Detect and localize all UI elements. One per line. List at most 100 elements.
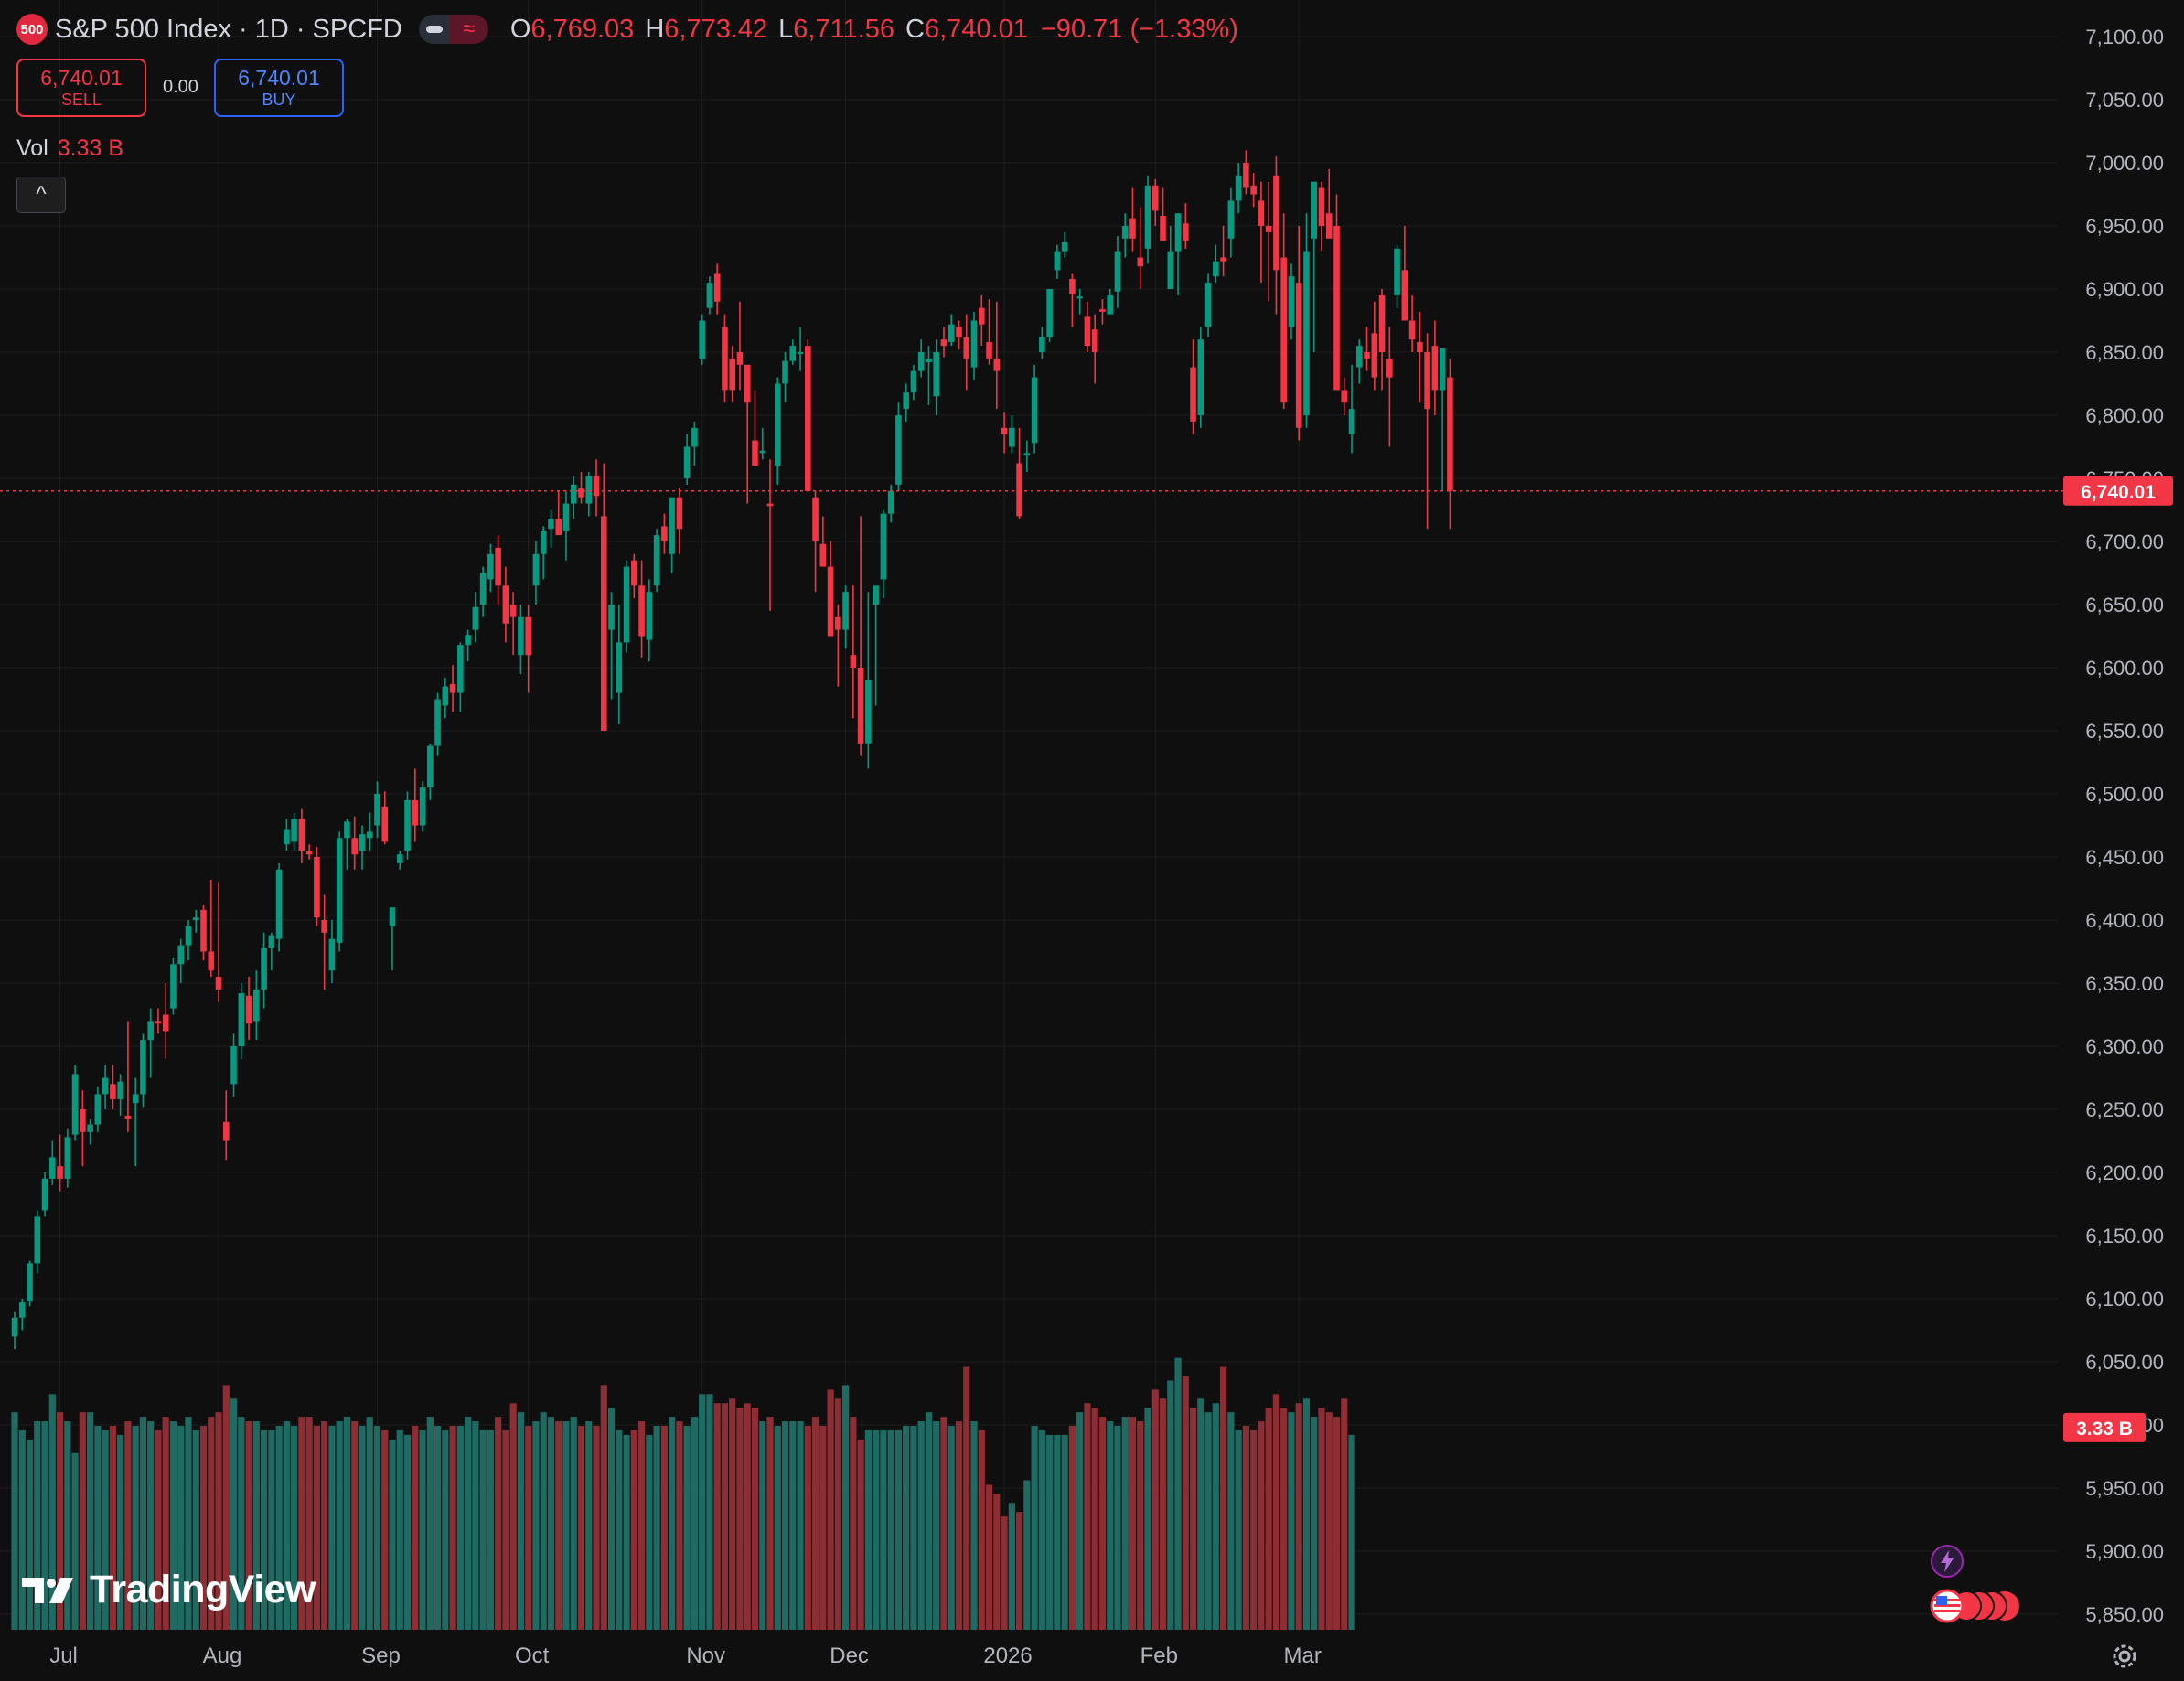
volume-bar — [26, 1439, 34, 1630]
buy-button[interactable]: 6,740.01 BUY — [214, 59, 344, 117]
candle-body — [857, 668, 864, 744]
candle — [1447, 358, 1453, 530]
candle-body — [49, 1157, 56, 1179]
candle-body — [502, 585, 509, 624]
volume-bar — [147, 1421, 155, 1630]
volume-bar — [562, 1421, 570, 1630]
candle — [1333, 194, 1340, 391]
candle — [713, 263, 721, 315]
price-axis[interactable]: 7,100.00 7,050.00 7,000.00 6,950.00 6,900.00… — [2085, 26, 2164, 1626]
candle-body — [1355, 346, 1363, 368]
volume-bar — [215, 1412, 222, 1630]
candle-body — [1303, 251, 1310, 415]
candle-body — [487, 553, 494, 580]
wave-icon[interactable]: ≈ — [449, 15, 488, 44]
volume-bar — [192, 1429, 199, 1630]
price-tick-label: 6,650.00 — [2085, 594, 2164, 616]
volume-bar — [162, 1417, 169, 1630]
candle — [41, 1172, 48, 1217]
candle-body — [427, 745, 434, 788]
vertical-gridlines — [59, 0, 1300, 1630]
candle — [683, 434, 691, 485]
candle-body — [284, 829, 290, 845]
volume-bar — [94, 1426, 102, 1630]
volume-bar — [585, 1421, 593, 1630]
volume-bar — [774, 1426, 781, 1630]
collapse-legend-button[interactable]: ^ — [16, 177, 66, 213]
sell-button[interactable]: 6,740.01 SELL — [16, 59, 146, 117]
candle — [895, 402, 902, 491]
candle-body — [1318, 187, 1325, 226]
candle — [1174, 213, 1182, 295]
candle-body — [903, 392, 909, 410]
volume-bar — [11, 1412, 18, 1630]
volume-bar — [1311, 1417, 1318, 1630]
volume-bar — [1151, 1389, 1159, 1630]
candle-body — [185, 926, 192, 946]
candle-body — [850, 655, 857, 668]
volume-legend[interactable]: Vol 3.33 B — [16, 135, 123, 162]
candle — [873, 585, 879, 706]
candle-body — [978, 307, 985, 325]
time-tick-label: 2026 — [983, 1644, 1032, 1668]
candle — [1084, 301, 1091, 352]
candle-body — [412, 799, 419, 826]
candle — [49, 1140, 56, 1185]
time-axis[interactable]: Jul Aug Sep Oct Nov Dec 2026 Feb Mar — [49, 1644, 1322, 1668]
candle — [600, 463, 607, 731]
volume-bar — [1098, 1417, 1107, 1630]
volume-bar — [403, 1434, 412, 1630]
spread-value: 0.00 — [163, 77, 198, 97]
volume-bar — [593, 1426, 600, 1630]
volume-bar — [1182, 1376, 1189, 1630]
candle-body — [245, 995, 252, 1024]
volume-bar — [1129, 1417, 1137, 1630]
candle-body — [71, 1074, 79, 1135]
price-tick-label: 6,600.00 — [2085, 657, 2164, 680]
price-tick-label: 6,450.00 — [2085, 846, 2164, 869]
candle — [623, 560, 630, 653]
candle-body — [1160, 215, 1166, 241]
candle-body — [351, 838, 358, 855]
candle — [1001, 412, 1008, 454]
candle — [57, 1134, 63, 1192]
candle — [80, 1090, 86, 1167]
lightning-icon[interactable] — [1930, 1544, 1965, 1579]
candle-body — [1273, 175, 1279, 271]
gear-icon[interactable] — [2109, 1641, 2140, 1672]
volume-bar — [245, 1421, 252, 1630]
volume-bar — [985, 1484, 993, 1630]
candle — [1250, 173, 1257, 208]
candle-body — [1439, 348, 1446, 391]
volume-bar — [864, 1429, 872, 1630]
volume-bar — [465, 1417, 472, 1630]
tradingview-logo[interactable]: TradingView — [20, 1568, 316, 1612]
candle — [389, 907, 396, 971]
volume-bar — [1272, 1394, 1280, 1630]
volume-bar — [547, 1417, 555, 1630]
candle — [110, 1065, 116, 1109]
candle-body — [1258, 200, 1265, 226]
candle — [245, 977, 252, 1041]
candle — [1061, 231, 1068, 258]
symbol-badge[interactable]: 500 — [16, 14, 48, 45]
volume-bar — [797, 1421, 804, 1630]
candle-body — [819, 543, 827, 567]
candle-body — [1288, 276, 1295, 327]
volume-bar — [1144, 1408, 1151, 1630]
symbol-title[interactable]: S&P 500 Index · 1D · SPCFD — [55, 14, 402, 44]
candle-body — [986, 341, 992, 359]
candle-body — [1250, 185, 1257, 195]
chart-mode-toggle[interactable]: ≈ — [418, 15, 488, 44]
candle-body — [669, 497, 675, 554]
volume-bar — [955, 1421, 963, 1630]
candle — [124, 1021, 132, 1132]
candle — [676, 488, 683, 554]
candle — [1364, 327, 1370, 371]
candle-body — [895, 415, 902, 485]
hide-icon[interactable] — [419, 15, 450, 44]
volume-value: 3.33 B — [57, 135, 124, 161]
us-flag-icon[interactable] — [1930, 1589, 2021, 1623]
low-value: 6,711.56 — [793, 14, 895, 44]
